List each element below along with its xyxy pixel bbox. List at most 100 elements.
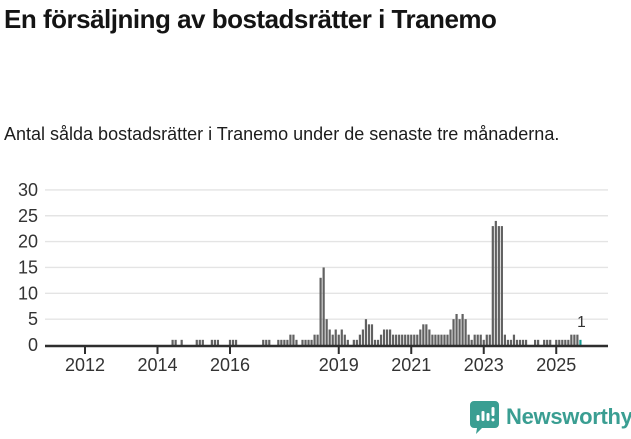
- bar: [334, 329, 337, 345]
- bar: [328, 329, 331, 345]
- bar: [382, 329, 386, 345]
- bar: [376, 339, 380, 345]
- bar: [385, 329, 389, 345]
- bar: [280, 339, 283, 345]
- bar: [301, 339, 304, 345]
- bar: [537, 339, 540, 345]
- brand-wordmark: Newsworthy: [506, 404, 631, 429]
- bar: [286, 339, 289, 345]
- bar: [561, 339, 564, 345]
- bar: [515, 339, 519, 345]
- bar: [401, 334, 404, 345]
- bar: [392, 334, 395, 345]
- bar: [316, 334, 319, 345]
- bar: [461, 313, 464, 345]
- bar: [422, 324, 425, 345]
- bar: [509, 339, 513, 345]
- bar: [313, 334, 316, 345]
- bar: [452, 319, 455, 345]
- bar: [524, 339, 528, 345]
- bar: [431, 334, 434, 345]
- bar: [265, 339, 268, 345]
- bar: [476, 334, 479, 345]
- bar: [171, 339, 174, 345]
- bar: [398, 334, 401, 345]
- bar: [310, 339, 313, 345]
- bar: [404, 334, 407, 345]
- x-axis-label: 2021: [391, 355, 431, 375]
- y-axis-label: 0: [28, 335, 38, 355]
- y-axis-label: 15: [18, 257, 38, 277]
- bar: [379, 334, 383, 345]
- bar: [543, 339, 546, 345]
- chart-header: En försäljning av bostadsrätter i Tranem…: [4, 2, 604, 37]
- bar: [434, 334, 437, 345]
- bar: [473, 334, 476, 345]
- bar: [174, 339, 177, 345]
- newsworthy-brand: Newsworthy: [470, 400, 631, 434]
- bar: [198, 339, 201, 345]
- bar: [534, 339, 537, 345]
- bar: [500, 226, 503, 345]
- bar: [352, 339, 355, 345]
- bar: [546, 339, 549, 345]
- bar: [283, 339, 286, 345]
- bar: [364, 319, 368, 345]
- bar: [358, 334, 361, 345]
- bar: [416, 334, 419, 345]
- bar: [497, 226, 500, 345]
- bar: [367, 324, 371, 345]
- bar: [195, 339, 198, 345]
- bar: [440, 334, 443, 345]
- bar: [343, 334, 346, 345]
- bar: [482, 339, 485, 345]
- bar: [555, 339, 558, 345]
- last-value-label: 1: [577, 314, 586, 331]
- bar: [201, 339, 204, 345]
- bar: [573, 334, 576, 345]
- bar: [437, 334, 440, 345]
- bar: [346, 339, 349, 345]
- bar: [419, 329, 422, 345]
- bar: [295, 339, 298, 345]
- bar: [410, 334, 413, 345]
- x-axis-label: 2014: [137, 355, 177, 375]
- bar: [325, 319, 328, 345]
- bar: [395, 334, 398, 345]
- bar: [373, 339, 377, 345]
- bar: [446, 334, 449, 345]
- bar-current: [579, 339, 582, 345]
- bar: [503, 334, 506, 345]
- bar: [322, 267, 325, 345]
- bar: [470, 339, 473, 345]
- bar: [216, 339, 220, 345]
- bar: [292, 334, 295, 345]
- x-axis-label: 2019: [319, 355, 359, 375]
- newsworthy-logo-icon: [470, 401, 499, 434]
- bar: [464, 319, 467, 345]
- bar: [337, 334, 340, 345]
- bar: [289, 334, 292, 345]
- bar: [413, 334, 416, 345]
- bar: [428, 329, 431, 345]
- page-title: En försäljning av bostadsrätter i Tranem…: [4, 4, 497, 34]
- x-axis-label: 2016: [210, 355, 250, 375]
- bar: [570, 334, 573, 345]
- bar: [361, 329, 365, 345]
- bar: [228, 339, 232, 345]
- y-axis-label: 5: [28, 309, 38, 329]
- y-axis-label: 10: [18, 283, 38, 303]
- bar: [485, 334, 488, 345]
- bar: [521, 339, 525, 345]
- bar: [262, 339, 265, 345]
- y-axis-label: 30: [18, 180, 38, 200]
- bar: [268, 339, 271, 345]
- bar: [467, 334, 470, 345]
- bar: [549, 339, 552, 345]
- bar: [213, 339, 216, 345]
- bar: [304, 339, 307, 345]
- bar: [479, 334, 482, 345]
- bar: [506, 339, 510, 345]
- x-axis-label: 2012: [65, 355, 105, 375]
